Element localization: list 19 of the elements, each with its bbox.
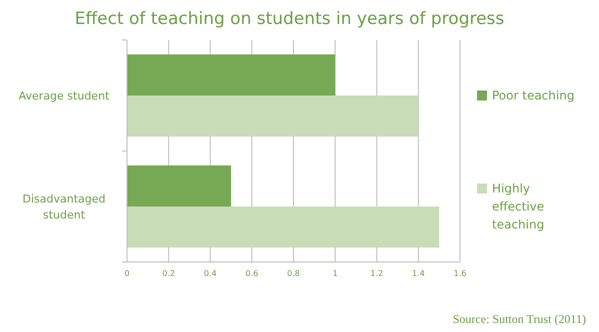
x-tick-label: 1.6 [454, 269, 466, 278]
bar [127, 165, 232, 206]
bar [127, 54, 336, 96]
bar [127, 96, 418, 137]
bar [127, 206, 440, 248]
source-note: Source: Sutton Trust (2011) [452, 312, 586, 326]
x-tick-label: 1 [332, 269, 338, 278]
x-tick-label: 0 [124, 269, 130, 278]
x-tick-label: 0.2 [162, 269, 175, 278]
legend-label: Poor teaching [492, 88, 574, 102]
x-tick-label: 0.4 [204, 269, 217, 278]
x-tick-label: 0.6 [246, 269, 258, 278]
chart-title: Effect of teaching on students in years of progress [74, 9, 504, 29]
legend-label: Highly effective teaching [492, 182, 544, 232]
x-tick-label: 1.4 [412, 269, 425, 278]
x-tick-label: 1.2 [370, 269, 384, 278]
y-tick-label: Disadvantaged student [22, 192, 106, 222]
x-tick-label: 0.8 [287, 269, 300, 278]
y-tick-label: Average student [18, 90, 110, 102]
